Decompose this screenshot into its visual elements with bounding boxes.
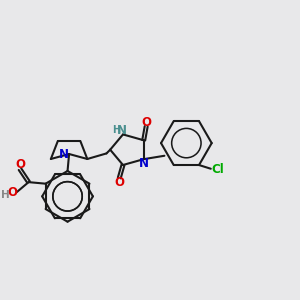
Text: H: H [112,125,120,135]
Text: O: O [15,158,25,171]
Text: Cl: Cl [211,163,224,176]
Text: O: O [141,116,151,128]
Text: O: O [8,185,17,199]
Text: N: N [139,157,149,170]
Text: H: H [2,190,10,200]
Text: O: O [114,176,124,189]
Text: N: N [58,148,68,160]
Text: N: N [116,124,126,136]
